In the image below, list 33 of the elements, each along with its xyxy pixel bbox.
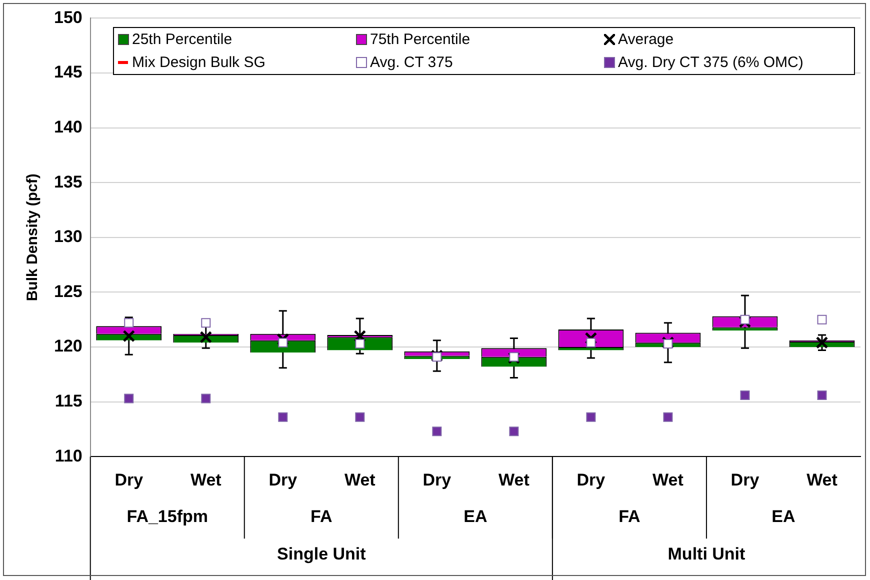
y-tick-label: 140 — [54, 117, 82, 136]
text: FA — [310, 506, 332, 526]
x-tick-label: Wet — [344, 470, 376, 490]
legend-label: 75th Percentile — [370, 31, 470, 48]
legend-label: Average — [618, 31, 674, 48]
legend-label: Avg. Dry CT 375 (6% OMC) — [618, 54, 804, 71]
x-tick-label: Dry — [114, 470, 144, 490]
y-tick-label: 125 — [54, 282, 82, 301]
legend-label: Mix Design Bulk SG — [132, 54, 266, 71]
y-tick-label: 135 — [54, 172, 82, 192]
text: Single Unit — [277, 544, 366, 564]
x-tick-label: Wet — [652, 470, 684, 490]
x-tick-label: Dry — [268, 470, 298, 490]
x-tick-label: Dry — [730, 470, 760, 490]
text: FA — [618, 506, 640, 526]
y-tick-label: 130 — [54, 227, 82, 246]
y-tick-label: 145 — [54, 62, 82, 82]
y-tick-label: 110 — [54, 446, 82, 466]
text: Multi Unit — [668, 544, 746, 564]
x-tick-label: Dry — [576, 470, 606, 490]
y-tick-label: 150 — [54, 8, 82, 27]
legend-label: Avg. CT 375 — [370, 54, 453, 71]
x-tick-label: Dry — [422, 470, 452, 490]
text: FA_15fpm — [126, 506, 208, 526]
text: EA — [772, 506, 796, 526]
x-tick-label: Wet — [190, 470, 222, 490]
text: EA — [464, 506, 488, 526]
y-axis-title: Bulk Density (pcf) — [24, 174, 42, 302]
x-tick-label: Wet — [806, 470, 838, 490]
legend-label: 25th Percentile — [132, 31, 232, 48]
y-tick-label: 120 — [54, 336, 82, 356]
x-tick-label: Wet — [498, 470, 530, 490]
y-tick-label: 115 — [54, 391, 82, 410]
